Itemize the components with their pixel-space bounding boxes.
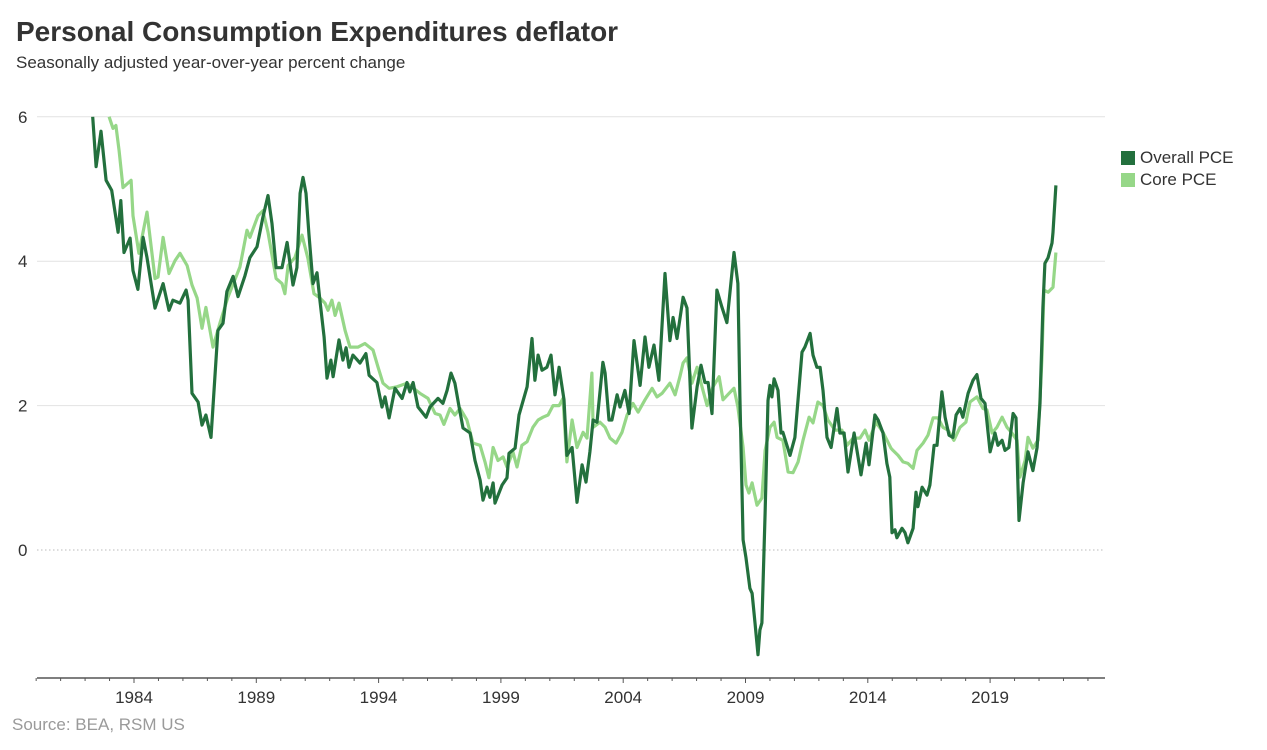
x-tick-label: 2014 xyxy=(849,688,887,707)
series-line-overall-pce xyxy=(91,116,1058,657)
series-line-core-pce xyxy=(107,116,1058,507)
legend-swatch-overall xyxy=(1121,151,1135,165)
x-tick-label: 1989 xyxy=(237,688,275,707)
y-tick-label: 0 xyxy=(18,541,27,560)
x-tick-label: 2019 xyxy=(971,688,1009,707)
legend-swatch-core xyxy=(1121,173,1135,187)
x-tick-label: 1994 xyxy=(360,688,398,707)
chart-title: Personal Consumption Expenditures deflat… xyxy=(16,16,619,47)
series-lines xyxy=(91,116,1058,657)
x-tick-label: 2004 xyxy=(604,688,642,707)
legend-label: Core PCE xyxy=(1140,170,1217,189)
y-tick-label: 2 xyxy=(18,397,27,416)
legend-item-overall-pce: Overall PCE xyxy=(1121,147,1234,169)
x-tick-label: 1999 xyxy=(482,688,520,707)
x-tick-label: 2009 xyxy=(727,688,765,707)
legend: Overall PCE Core PCE xyxy=(1121,147,1234,191)
x-axis: 1984 1989 1994 1999 2004 2009 2014 2019 xyxy=(35,677,1105,707)
y-axis: 0 2 4 6 xyxy=(18,108,27,560)
legend-item-core-pce: Core PCE xyxy=(1121,169,1234,191)
y-tick-label: 4 xyxy=(18,252,27,271)
gridlines xyxy=(37,116,1105,551)
legend-label: Overall PCE xyxy=(1140,148,1234,167)
chart-subtitle: Seasonally adjusted year-over-year perce… xyxy=(16,53,406,72)
x-tick-label: 1984 xyxy=(115,688,153,707)
source-note: Source: BEA, RSM US xyxy=(12,715,185,734)
y-tick-label: 6 xyxy=(18,108,27,127)
